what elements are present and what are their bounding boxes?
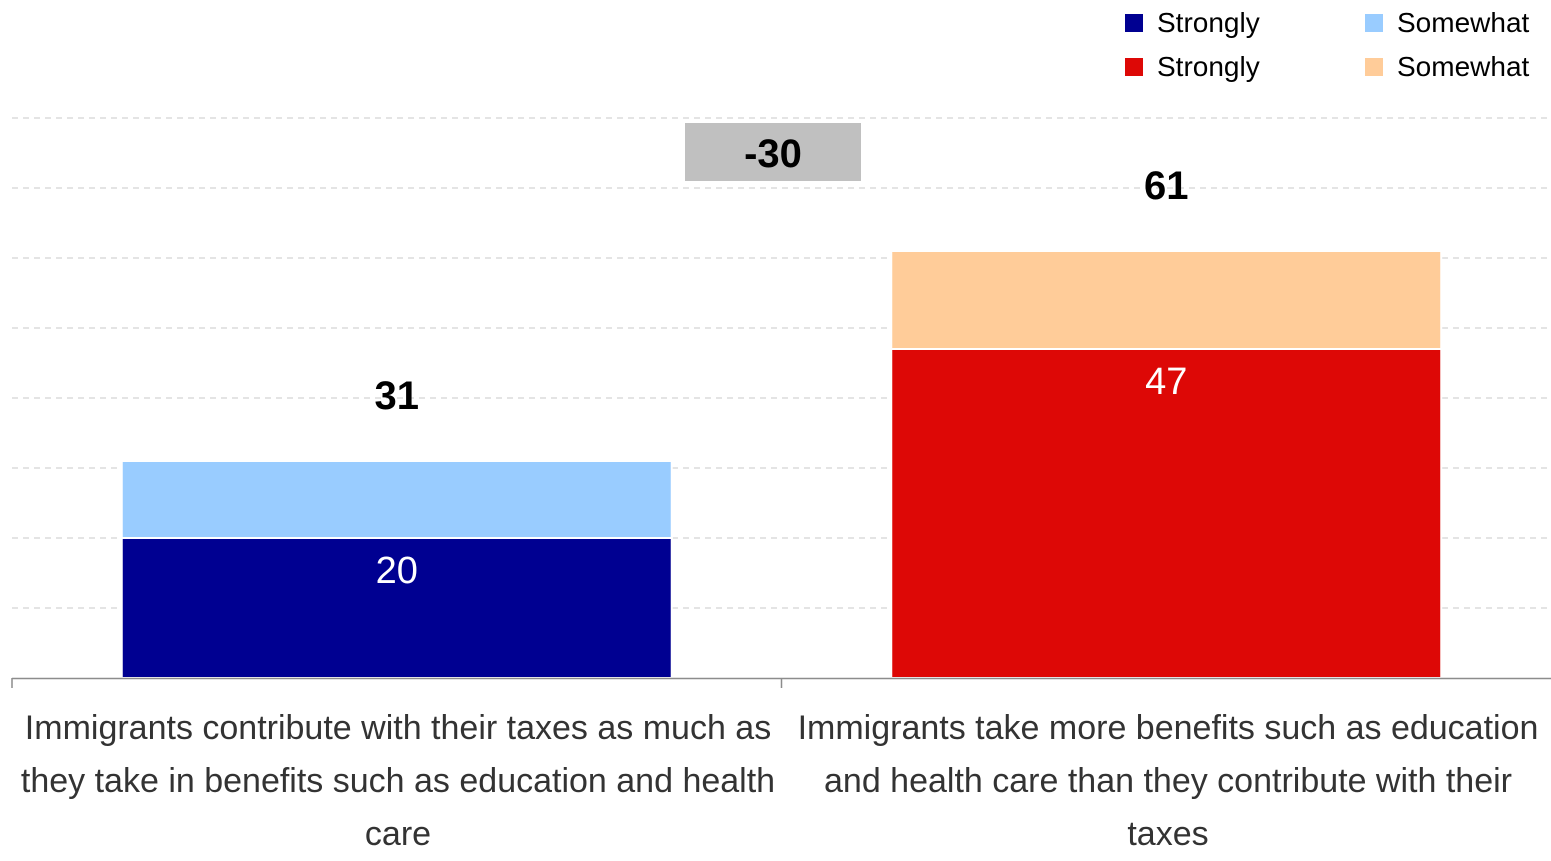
legend-label: Strongly bbox=[1157, 51, 1260, 82]
legend-item-somewhat-blue: Somewhat bbox=[1365, 4, 1529, 42]
x-axis bbox=[11, 677, 1551, 688]
bar-segment bbox=[890, 250, 1443, 350]
difference-label: -30 bbox=[744, 132, 802, 176]
data-labels: 20 31 47 61 bbox=[375, 164, 1189, 592]
legend-swatch bbox=[1365, 14, 1383, 32]
legend-item-strongly-red: Strongly bbox=[1125, 48, 1260, 86]
stacked-bar-chart: 20 31 47 61 -30 bbox=[11, 117, 1551, 688]
bar-segment bbox=[890, 348, 1443, 679]
legend: Strongly Somewhat Strongly Somewhat bbox=[1125, 4, 1545, 90]
bar-total-label: 61 bbox=[1144, 164, 1189, 208]
bar-total-label: 31 bbox=[375, 374, 420, 418]
segment-value-label: 20 bbox=[376, 550, 418, 592]
bar-segment bbox=[120, 537, 673, 679]
legend-label: Somewhat bbox=[1397, 51, 1530, 82]
legend-swatch bbox=[1125, 14, 1143, 32]
bars bbox=[120, 250, 1443, 679]
category-label: Immigrants contribute with their taxes a… bbox=[20, 709, 776, 853]
legend-label: Strongly bbox=[1157, 7, 1260, 38]
legend-swatch bbox=[1365, 58, 1383, 76]
legend-swatch bbox=[1125, 58, 1143, 76]
category-label: Immigrants take more benefits such as ed… bbox=[797, 709, 1539, 853]
difference-box bbox=[685, 123, 861, 181]
legend-item-strongly-blue: Strongly bbox=[1125, 4, 1260, 42]
legend-item-somewhat-orange: Somewhat bbox=[1365, 48, 1529, 86]
bar-segment bbox=[120, 460, 673, 539]
difference-badge: -30 bbox=[685, 123, 861, 181]
legend-label: Somewhat bbox=[1397, 7, 1530, 38]
segment-value-label: 47 bbox=[1145, 361, 1187, 403]
